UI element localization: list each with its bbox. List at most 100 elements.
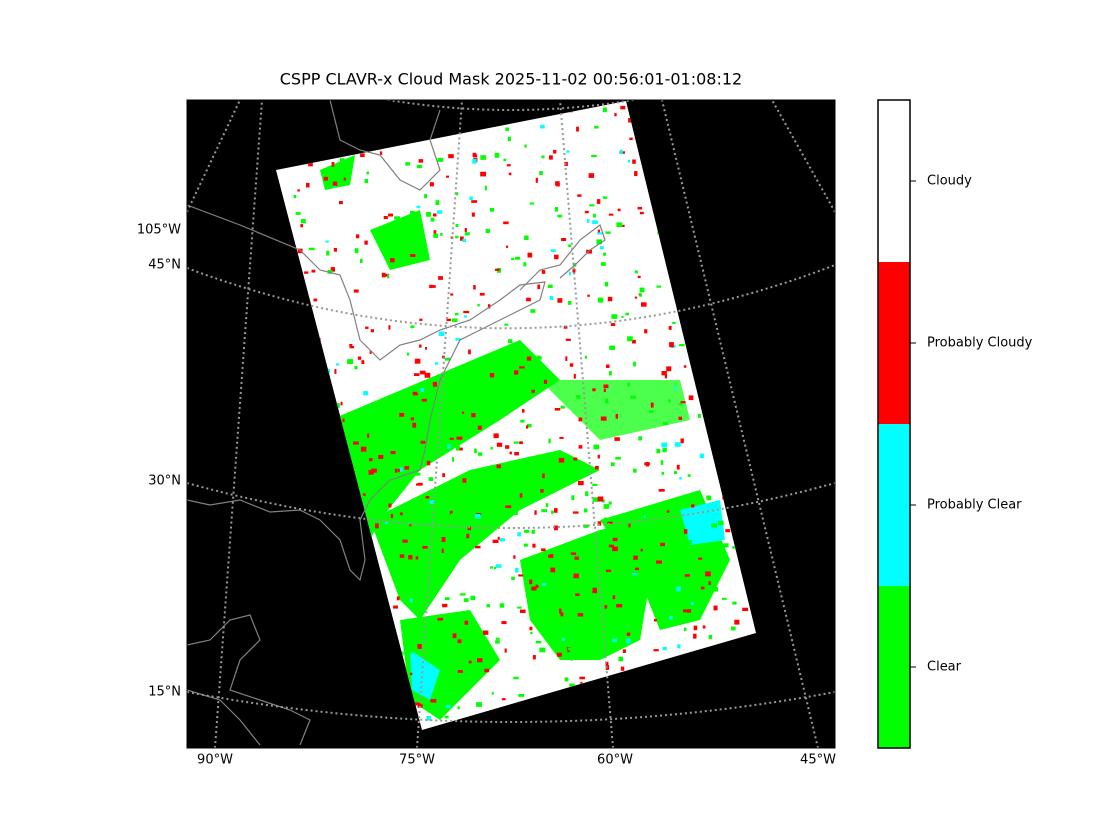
speckle xyxy=(394,468,398,473)
speckle xyxy=(409,524,412,527)
speckle xyxy=(521,485,527,488)
speckle xyxy=(621,315,624,319)
speckle xyxy=(475,514,481,519)
speckle xyxy=(442,473,446,478)
clear-region xyxy=(540,380,690,440)
speckle xyxy=(530,309,536,313)
speckle xyxy=(565,338,571,341)
speckle xyxy=(601,578,607,583)
speckle xyxy=(461,398,465,401)
speckle xyxy=(419,344,422,348)
speckle xyxy=(495,640,500,644)
coastline xyxy=(329,100,441,191)
speckle xyxy=(668,399,671,403)
speckle xyxy=(388,325,391,330)
speckle xyxy=(656,285,662,288)
speckle xyxy=(407,352,410,356)
speckle xyxy=(526,297,531,302)
speckle xyxy=(414,373,420,377)
speckle xyxy=(669,606,673,610)
speckle xyxy=(622,649,626,653)
speckle xyxy=(446,318,452,322)
speckle xyxy=(596,199,601,204)
speckle xyxy=(433,230,437,234)
speckle xyxy=(505,127,509,131)
colorbar-label: Clear xyxy=(927,660,962,675)
speckle xyxy=(610,323,616,326)
speckle xyxy=(619,588,623,594)
speckle xyxy=(628,118,633,123)
speckle xyxy=(370,329,375,333)
speckle xyxy=(557,298,563,303)
speckle xyxy=(600,262,606,266)
speckle xyxy=(518,694,524,697)
speckle xyxy=(501,698,506,701)
speckle xyxy=(414,472,421,476)
speckle xyxy=(514,256,520,260)
speckle xyxy=(565,356,568,361)
speckle xyxy=(519,441,523,445)
speckle xyxy=(452,457,455,462)
speckle xyxy=(461,411,465,414)
speckle xyxy=(584,355,588,359)
speckle xyxy=(610,462,615,467)
speckle xyxy=(417,390,420,394)
speckle xyxy=(654,618,657,622)
speckle xyxy=(468,349,471,355)
speckle xyxy=(693,633,697,639)
speckle xyxy=(664,374,668,379)
speckle xyxy=(674,471,677,475)
speckle xyxy=(554,207,558,212)
speckle xyxy=(518,574,524,577)
speckle xyxy=(597,521,602,526)
speckle xyxy=(455,224,459,227)
speckle xyxy=(506,164,511,167)
speckle xyxy=(306,182,310,188)
speckle xyxy=(628,603,634,608)
speckle xyxy=(569,271,572,276)
speckle xyxy=(385,522,388,525)
speckle xyxy=(414,702,421,706)
speckle xyxy=(326,250,330,256)
lat-label: 15°N xyxy=(148,685,181,700)
map-frame xyxy=(186,99,836,749)
speckle xyxy=(549,554,554,557)
speckle xyxy=(717,567,721,572)
speckle xyxy=(634,171,638,177)
speckle xyxy=(611,314,618,319)
speckle xyxy=(610,559,613,563)
speckle xyxy=(658,489,664,492)
speckle xyxy=(434,362,439,365)
speckle xyxy=(593,213,596,218)
speckle xyxy=(509,451,512,455)
speckle xyxy=(428,477,434,481)
speckle xyxy=(479,642,485,647)
speckle xyxy=(313,298,318,302)
speckle xyxy=(416,164,422,169)
speckle xyxy=(423,528,426,532)
speckle xyxy=(524,235,529,241)
speckle xyxy=(429,182,434,187)
speckle xyxy=(627,336,633,342)
speckle xyxy=(674,442,681,447)
speckle xyxy=(506,378,512,383)
speckle xyxy=(609,371,612,376)
speckle xyxy=(388,213,394,217)
speckle xyxy=(457,639,462,644)
speckle xyxy=(444,597,450,601)
speckle xyxy=(479,292,485,296)
speckle xyxy=(660,460,664,465)
speckle xyxy=(495,564,502,568)
speckle xyxy=(676,586,681,592)
speckle xyxy=(470,654,474,659)
speckle xyxy=(640,548,643,552)
speckle xyxy=(592,497,599,502)
speckle xyxy=(355,234,360,239)
speckle xyxy=(535,177,538,183)
speckle xyxy=(382,495,387,498)
speckle xyxy=(410,598,413,603)
speckle xyxy=(535,641,542,644)
coastline xyxy=(519,224,606,291)
speckle xyxy=(663,422,668,426)
speckle xyxy=(639,293,643,297)
